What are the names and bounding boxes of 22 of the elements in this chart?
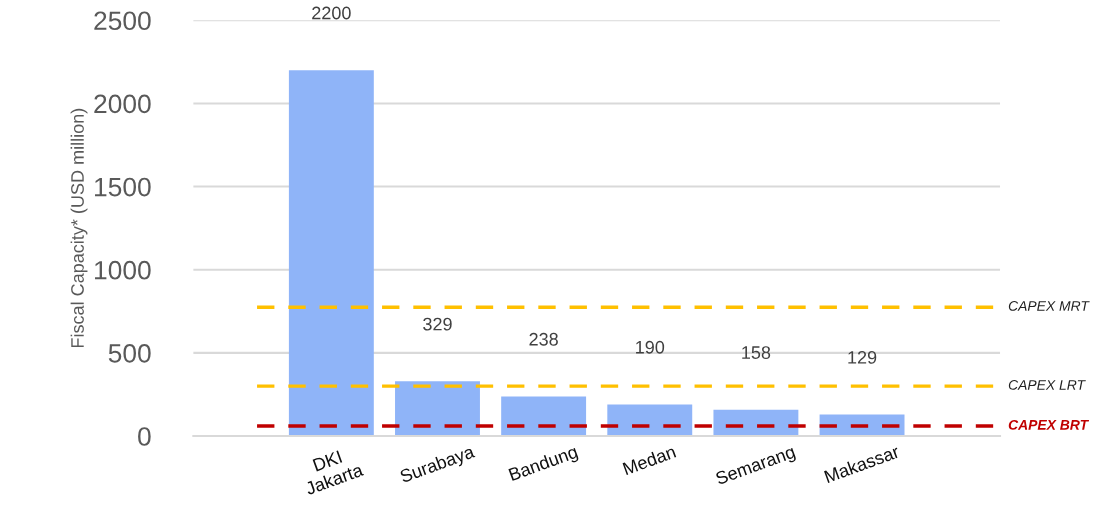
y-tick-label: 1000 <box>95 260 151 280</box>
bar <box>288 70 374 437</box>
x-tick-label: Medan <box>622 444 677 476</box>
data-label: 190 <box>636 340 665 354</box>
data-label: 329 <box>423 317 452 331</box>
bar <box>607 404 693 437</box>
bar <box>395 381 480 437</box>
ref-line-label: CAPEX MRT <box>1008 301 1090 311</box>
y-tick-label: 1500 <box>95 177 151 197</box>
y-axis-title: Fiscal Capacity* (USD million) <box>70 108 88 348</box>
x-tick-label: DKI Jakarta <box>304 450 365 496</box>
y-tick-label: 0 <box>138 427 151 446</box>
ref-line-label: CAPEX BRT <box>1008 419 1090 430</box>
y-tick-label: 2000 <box>94 94 151 114</box>
data-label: 129 <box>848 350 877 364</box>
data-label: 238 <box>529 332 558 346</box>
data-label: 2200 <box>312 6 351 20</box>
y-tick-label: 500 <box>108 344 151 363</box>
bar <box>501 396 587 437</box>
data-label: 158 <box>742 346 771 359</box>
y-tick-label: 2500 <box>94 11 151 31</box>
ref-line-label: CAPEX LRT <box>1008 380 1086 390</box>
